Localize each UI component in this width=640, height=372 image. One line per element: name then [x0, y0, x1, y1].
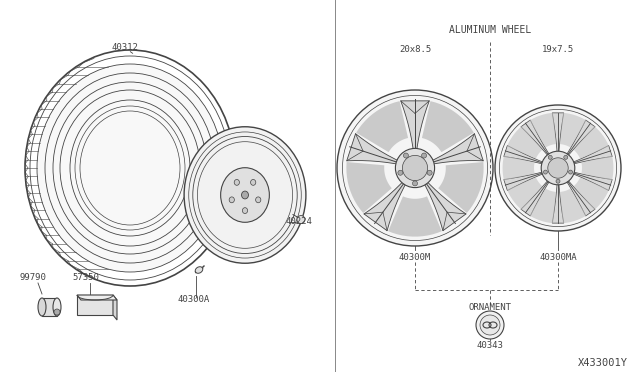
Circle shape — [422, 153, 426, 158]
Polygon shape — [552, 113, 564, 156]
Polygon shape — [507, 177, 542, 210]
Circle shape — [495, 105, 621, 231]
Polygon shape — [504, 145, 547, 165]
Polygon shape — [428, 134, 483, 165]
Polygon shape — [42, 298, 57, 316]
Polygon shape — [388, 196, 442, 237]
Polygon shape — [356, 101, 408, 152]
Text: X433001Y: X433001Y — [578, 358, 628, 368]
Circle shape — [548, 155, 552, 159]
Text: 19x7.5: 19x7.5 — [542, 45, 574, 55]
Ellipse shape — [184, 127, 306, 263]
Circle shape — [54, 309, 60, 315]
Text: 40300A: 40300A — [178, 295, 211, 305]
Polygon shape — [502, 155, 534, 180]
Ellipse shape — [53, 298, 61, 316]
Circle shape — [541, 151, 575, 185]
Text: 57350: 57350 — [72, 273, 99, 282]
Circle shape — [568, 170, 573, 174]
Ellipse shape — [241, 191, 248, 199]
Circle shape — [543, 170, 547, 174]
Polygon shape — [77, 295, 117, 300]
Circle shape — [396, 148, 435, 187]
Polygon shape — [529, 189, 556, 223]
Polygon shape — [569, 145, 612, 165]
Text: 20x8.5: 20x8.5 — [399, 45, 431, 55]
Circle shape — [427, 170, 432, 175]
Circle shape — [413, 181, 417, 186]
Polygon shape — [364, 179, 408, 231]
Polygon shape — [521, 120, 552, 159]
Polygon shape — [581, 155, 613, 180]
Polygon shape — [401, 101, 429, 154]
Text: 40224: 40224 — [285, 218, 312, 227]
Text: 99790: 99790 — [20, 273, 47, 282]
Polygon shape — [77, 295, 113, 315]
Polygon shape — [560, 189, 586, 223]
Polygon shape — [347, 134, 402, 165]
Polygon shape — [346, 162, 392, 213]
Circle shape — [480, 315, 500, 335]
Polygon shape — [113, 295, 117, 320]
Polygon shape — [504, 171, 547, 190]
Ellipse shape — [38, 298, 46, 316]
Polygon shape — [564, 177, 595, 216]
Ellipse shape — [195, 267, 203, 273]
Circle shape — [342, 96, 488, 241]
Circle shape — [403, 155, 428, 180]
Text: ALUMINUM WHEEL: ALUMINUM WHEEL — [449, 25, 531, 35]
Polygon shape — [573, 126, 609, 158]
Circle shape — [556, 179, 560, 183]
Circle shape — [403, 153, 408, 158]
Circle shape — [476, 311, 504, 339]
Circle shape — [564, 155, 568, 159]
Polygon shape — [422, 101, 474, 152]
Circle shape — [337, 90, 493, 246]
Polygon shape — [560, 113, 586, 147]
Ellipse shape — [234, 179, 239, 185]
Polygon shape — [438, 162, 484, 213]
Polygon shape — [529, 113, 556, 147]
Ellipse shape — [221, 168, 269, 222]
Circle shape — [297, 215, 305, 224]
Text: 40343: 40343 — [477, 340, 504, 350]
Polygon shape — [507, 126, 542, 158]
Polygon shape — [552, 180, 564, 223]
Circle shape — [548, 158, 568, 178]
Ellipse shape — [255, 197, 261, 203]
Text: ORNAMENT: ORNAMENT — [468, 304, 511, 312]
Polygon shape — [569, 171, 612, 190]
Polygon shape — [564, 120, 595, 159]
Text: 40312: 40312 — [112, 42, 139, 51]
Polygon shape — [573, 177, 609, 210]
Ellipse shape — [229, 197, 234, 203]
Polygon shape — [521, 177, 552, 216]
Ellipse shape — [251, 179, 256, 185]
Text: 40300M: 40300M — [399, 253, 431, 262]
Polygon shape — [422, 179, 466, 231]
Ellipse shape — [243, 208, 248, 214]
Text: 40300MA: 40300MA — [539, 253, 577, 262]
Ellipse shape — [37, 64, 223, 272]
Circle shape — [398, 170, 403, 175]
Circle shape — [499, 109, 616, 227]
